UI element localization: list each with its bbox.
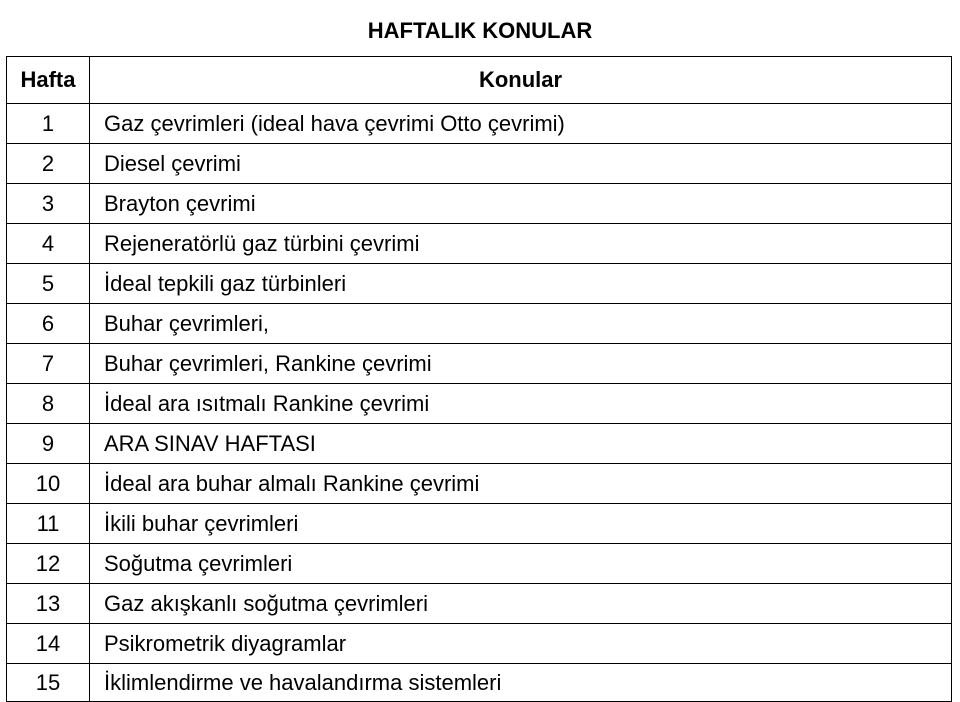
week-number: 6 xyxy=(7,304,90,344)
week-number: 15 xyxy=(7,664,90,702)
page-title: HAFTALIK KONULAR xyxy=(0,18,960,44)
week-number: 1 xyxy=(7,104,90,144)
week-number: 4 xyxy=(7,224,90,264)
week-number: 5 xyxy=(7,264,90,304)
topic-text: Diesel çevrimi xyxy=(90,144,952,184)
table-header-row: Hafta Konular xyxy=(7,57,952,104)
table-row: 13 Gaz akışkanlı soğutma çevrimleri xyxy=(7,584,952,624)
table-row: 11 İkili buhar çevrimleri xyxy=(7,504,952,544)
topic-text: Buhar çevrimleri, xyxy=(90,304,952,344)
topic-text: Brayton çevrimi xyxy=(90,184,952,224)
table-row: 7 Buhar çevrimleri, Rankine çevrimi xyxy=(7,344,952,384)
week-number: 9 xyxy=(7,424,90,464)
table-row: 12 Soğutma çevrimleri xyxy=(7,544,952,584)
topic-text: İdeal ara ısıtmalı Rankine çevrimi xyxy=(90,384,952,424)
header-week: Hafta xyxy=(7,57,90,104)
table-row: 1 Gaz çevrimleri (ideal hava çevrimi Ott… xyxy=(7,104,952,144)
table-row: 15 İklimlendirme ve havalandırma sisteml… xyxy=(7,664,952,702)
topic-text: ARA SINAV HAFTASI xyxy=(90,424,952,464)
table-row: 2 Diesel çevrimi xyxy=(7,144,952,184)
topic-text: Gaz akışkanlı soğutma çevrimleri xyxy=(90,584,952,624)
table-row: 9 ARA SINAV HAFTASI xyxy=(7,424,952,464)
week-number: 2 xyxy=(7,144,90,184)
table-row: 14 Psikrometrik diyagramlar xyxy=(7,624,952,664)
topic-text: Psikrometrik diyagramlar xyxy=(90,624,952,664)
topic-text: Buhar çevrimleri, Rankine çevrimi xyxy=(90,344,952,384)
table-row: 6 Buhar çevrimleri, xyxy=(7,304,952,344)
topic-text: İklimlendirme ve havalandırma sistemleri xyxy=(90,664,952,702)
topic-text: İdeal tepkili gaz türbinleri xyxy=(90,264,952,304)
week-number: 7 xyxy=(7,344,90,384)
week-number: 8 xyxy=(7,384,90,424)
topic-text: Soğutma çevrimleri xyxy=(90,544,952,584)
table-row: 3 Brayton çevrimi xyxy=(7,184,952,224)
topic-text: Rejeneratörlü gaz türbini çevrimi xyxy=(90,224,952,264)
page-container: HAFTALIK KONULAR Hafta Konular 1 Gaz çev… xyxy=(0,0,960,702)
week-number: 12 xyxy=(7,544,90,584)
week-number: 13 xyxy=(7,584,90,624)
topic-text: İkili buhar çevrimleri xyxy=(90,504,952,544)
topic-text: Gaz çevrimleri (ideal hava çevrimi Otto … xyxy=(90,104,952,144)
week-number: 14 xyxy=(7,624,90,664)
weekly-topics-table: Hafta Konular 1 Gaz çevrimleri (ideal ha… xyxy=(6,56,952,702)
week-number: 11 xyxy=(7,504,90,544)
table-row: 10 İdeal ara buhar almalı Rankine çevrim… xyxy=(7,464,952,504)
topic-text: İdeal ara buhar almalı Rankine çevrimi xyxy=(90,464,952,504)
table-row: 4 Rejeneratörlü gaz türbini çevrimi xyxy=(7,224,952,264)
table-row: 5 İdeal tepkili gaz türbinleri xyxy=(7,264,952,304)
header-topic: Konular xyxy=(90,57,952,104)
table-row: 8 İdeal ara ısıtmalı Rankine çevrimi xyxy=(7,384,952,424)
week-number: 10 xyxy=(7,464,90,504)
week-number: 3 xyxy=(7,184,90,224)
